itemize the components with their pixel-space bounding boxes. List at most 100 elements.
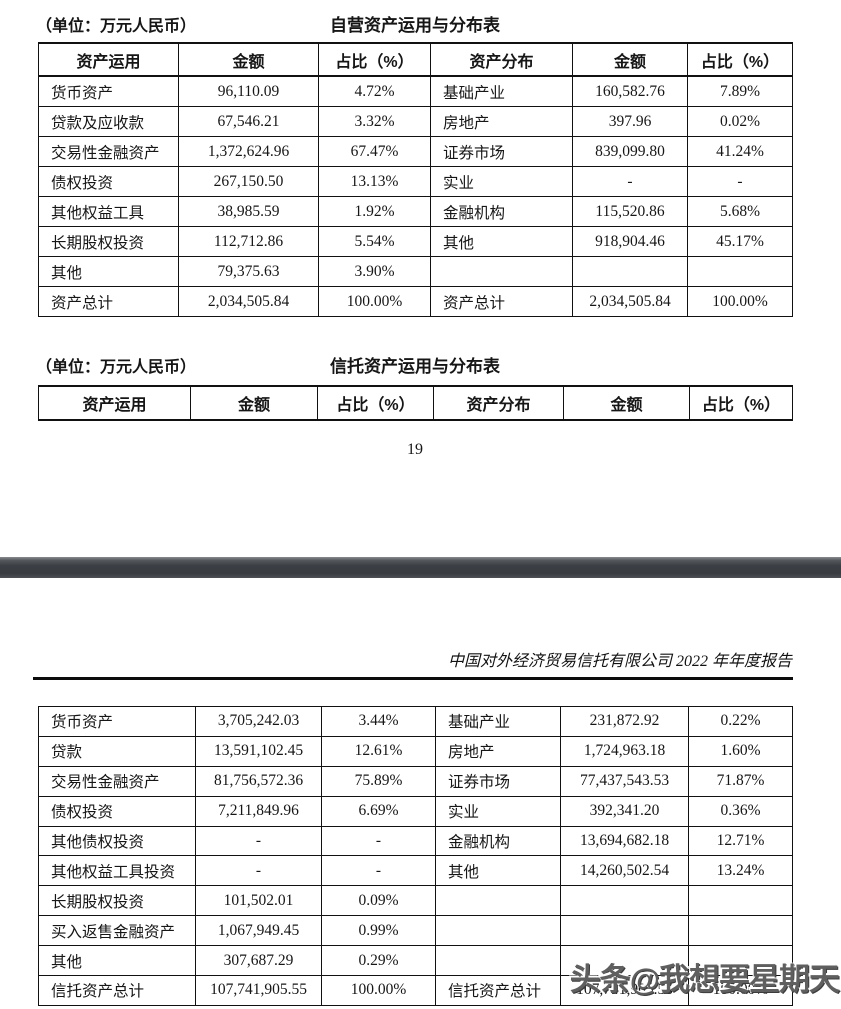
value-cell: 101,502.01 [195,885,322,917]
table-row: 信托资产总计 107,741,905.55 100.00% 信托资产总计 107,741… [38,975,793,1006]
row-label-cell: 信托资产总计 [435,975,561,1006]
value-cell: 392,341.20 [560,795,689,827]
report-running-header: 中国对外经济贸易信托有限公司 2022 年年度报告 [447,653,792,670]
row-label-cell: 基础产业 [430,75,573,107]
unit-label-own-assets: （单位：万元人民币） [36,18,197,35]
value-cell: 6.69% [321,795,436,827]
page-separator-bar [0,557,841,578]
value-cell: 115,520.86 [572,196,688,227]
value-cell: 100.00% [687,286,793,317]
row-label-cell: 买入返售金融资产 [38,915,196,947]
value-cell: 1.60% [688,735,793,767]
value-cell: 100.00% [688,975,793,1006]
value-cell: 96,110.09 [178,75,319,107]
unit-label-trust-assets: （单位：万元人民币） [36,359,197,376]
column-header: 金额 [563,385,690,421]
table-row: 债权投资 7,211,849.96 6.69% 实业 392,341.20 0.36% [38,795,793,827]
trust-assets-header-row: 资产运用 金额 占比（%） 资产分布 金额 占比（%） [38,385,793,421]
value-cell: 75.89% [321,765,436,797]
row-label-cell: 证券市场 [430,136,573,167]
row-label-cell: 贷款 [38,735,196,767]
value-cell: - [195,855,322,887]
table-row: 交易性金融资产 81,756,572.36 75.89% 证券市场 77,437,543… [38,765,793,797]
table-row: 货币资产 96,110.09 4.72% 基础产业 160,582.76 7.89% [38,75,793,107]
row-label-cell: 交易性金融资产 [38,765,196,797]
row-label-cell: 其他 [38,256,179,287]
row-label-cell: 房地产 [435,735,561,767]
table-row: 其他 79,375.63 3.90% [38,256,793,287]
row-label-cell: 资产总计 [38,286,179,317]
value-cell: 12.71% [688,825,793,857]
value-cell: 100.00% [318,286,431,317]
value-cell: - [687,166,793,197]
value-cell: 2,034,505.84 [572,286,688,317]
column-header: 占比（%） [687,42,793,77]
row-label-cell [435,915,561,947]
row-label-cell: 长期股权投资 [38,226,179,257]
table-row: 其他权益工具 38,985.59 1.92% 金融机构 115,520.86 5.68% [38,196,793,227]
column-header: 资产分布 [433,385,564,421]
value-cell: 79,375.63 [178,256,319,287]
row-label-cell: 信托资产总计 [38,975,196,1006]
value-cell: 307,687.29 [195,945,322,977]
value-cell: 13,694,682.18 [560,825,689,857]
value-cell: 13,591,102.45 [195,735,322,767]
row-label-cell [435,885,561,917]
table-row: 长期股权投资 101,502.01 0.09% [38,885,793,917]
column-header: 占比（%） [689,385,793,421]
value-cell [688,885,793,917]
value-cell: 0.36% [688,795,793,827]
value-cell: 38,985.59 [178,196,319,227]
row-label-cell: 其他 [38,945,196,977]
value-cell [572,256,688,287]
row-label-cell: 货币资产 [38,706,196,737]
row-label-cell: 金融机构 [430,196,573,227]
value-cell: 918,904.46 [572,226,688,257]
trust-assets-table-continued: 货币资产 3,705,242.03 3.44% 基础产业 231,872.92 0.22%… [38,706,793,1006]
row-label-cell [435,945,561,977]
row-label-cell: 证券市场 [435,765,561,797]
value-cell: 81,756,572.36 [195,765,322,797]
value-cell: 107,741,905.55 [195,975,322,1006]
value-cell: 1,067,949.45 [195,915,322,947]
value-cell: 0.09% [321,885,436,917]
table-row: 货币资产 3,705,242.03 3.44% 基础产业 231,872.92 0.22% [38,706,793,737]
value-cell: - [572,166,688,197]
value-cell: 3,705,242.03 [195,706,322,737]
value-cell: 67.47% [318,136,431,167]
value-cell: 0.22% [688,706,793,737]
value-cell: 3.44% [321,706,436,737]
own-assets-table-body: 货币资产 96,110.09 4.72% 基础产业 160,582.76 7.89% 贷款及… [38,75,793,317]
table-row: 交易性金融资产 1,372,624.96 67.47% 证券市场 839,099.80 4… [38,136,793,167]
table-row: 其他权益工具投资 - - 其他 14,260,502.54 13.24% [38,855,793,887]
value-cell: 12.61% [321,735,436,767]
table-row: 资产总计 2,034,505.84 100.00% 资产总计 2,034,505.84 1… [38,286,793,317]
column-header: 占比（%） [317,385,434,421]
value-cell: 3.32% [318,106,431,137]
row-label-cell: 交易性金融资产 [38,136,179,167]
row-label-cell: 实业 [435,795,561,827]
value-cell [560,885,689,917]
row-label-cell: 其他债权投资 [38,825,196,857]
value-cell: 107,741,905.55 [560,975,689,1006]
row-label-cell: 债权投资 [38,795,196,827]
value-cell: 4.72% [318,75,431,107]
own-assets-header-row: 资产运用 金额 占比（%） 资产分布 金额 占比（%） [38,42,793,77]
table-row: 长期股权投资 112,712.86 5.54% 其他 918,904.46 45.17% [38,226,793,257]
value-cell [688,945,793,977]
value-cell: 5.54% [318,226,431,257]
column-header: 占比（%） [318,42,431,77]
value-cell: 7.89% [687,75,793,107]
value-cell: 0.02% [687,106,793,137]
value-cell: 1.92% [318,196,431,227]
column-header: 资产分布 [430,42,573,77]
row-label-cell [430,256,573,287]
value-cell: 112,712.86 [178,226,319,257]
own-assets-table: 资产运用 金额 占比（%） 资产分布 金额 占比（%） 货币资产 96,110.09 4.72… [38,42,793,317]
value-cell: 3.90% [318,256,431,287]
value-cell: - [195,825,322,857]
value-cell: 7,211,849.96 [195,795,322,827]
value-cell: 41.24% [687,136,793,167]
value-cell [688,915,793,947]
